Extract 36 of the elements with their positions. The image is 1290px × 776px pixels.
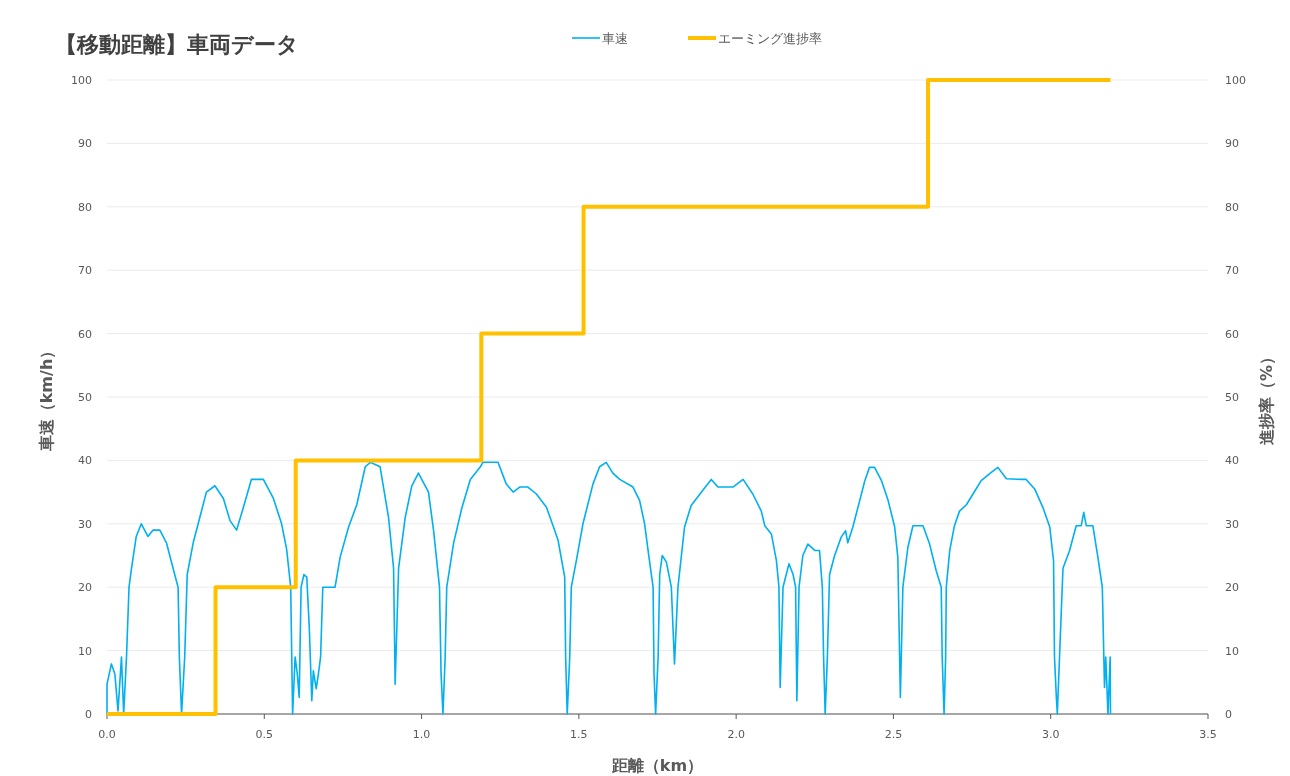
legend-label: 車速 bbox=[602, 31, 628, 46]
x-axis-title: 距離（km） bbox=[610, 756, 704, 775]
y2-tick-label: 60 bbox=[1225, 327, 1239, 341]
y2-tick-label: 20 bbox=[1225, 581, 1239, 595]
x-tick-label: 3.0 bbox=[1041, 728, 1060, 741]
x-tick-label: 0.0 bbox=[98, 728, 116, 741]
y2-tick-label: 80 bbox=[1225, 200, 1239, 214]
y-tick-label: 10 bbox=[78, 644, 92, 658]
y-axis-title: 車速（km/h） bbox=[37, 342, 56, 453]
y-tick-label: 40 bbox=[78, 454, 92, 468]
y-tick-label: 100 bbox=[71, 74, 92, 87]
x-tick-label: 2.5 bbox=[884, 728, 903, 741]
chart-title: 【移動距離】車両データ bbox=[55, 32, 299, 57]
x-tick-label: 1.0 bbox=[412, 728, 431, 741]
y2-tick-label: 10 bbox=[1225, 644, 1239, 658]
x-tick-label: 0.5 bbox=[255, 728, 274, 741]
y-tick-label: 60 bbox=[78, 327, 92, 341]
y2-tick-label: 100 bbox=[1225, 74, 1246, 87]
y-tick-label: 80 bbox=[78, 200, 92, 214]
y-tick-label: 70 bbox=[78, 264, 92, 278]
y2-tick-label: 50 bbox=[1225, 391, 1239, 404]
y-tick-label: 30 bbox=[78, 517, 92, 531]
y2-tick-label: 70 bbox=[1225, 264, 1239, 278]
y2-tick-label: 40 bbox=[1225, 454, 1239, 468]
y2-tick-label: 0 bbox=[1225, 708, 1232, 721]
y2-tick-label: 90 bbox=[1225, 137, 1239, 151]
y2-tick-label: 30 bbox=[1225, 517, 1239, 531]
x-tick-label: 2.0 bbox=[727, 728, 745, 741]
x-tick-label: 1.5 bbox=[570, 728, 588, 741]
y-tick-label: 20 bbox=[78, 581, 92, 595]
y-tick-label: 90 bbox=[78, 137, 92, 151]
y2-axis-title: 進捗率（%） bbox=[1257, 348, 1276, 447]
legend-label: エーミング進捗率 bbox=[718, 31, 822, 46]
x-tick-label: 3.5 bbox=[1199, 728, 1217, 741]
y-tick-label: 0 bbox=[85, 708, 92, 721]
y-tick-label: 50 bbox=[78, 391, 92, 404]
